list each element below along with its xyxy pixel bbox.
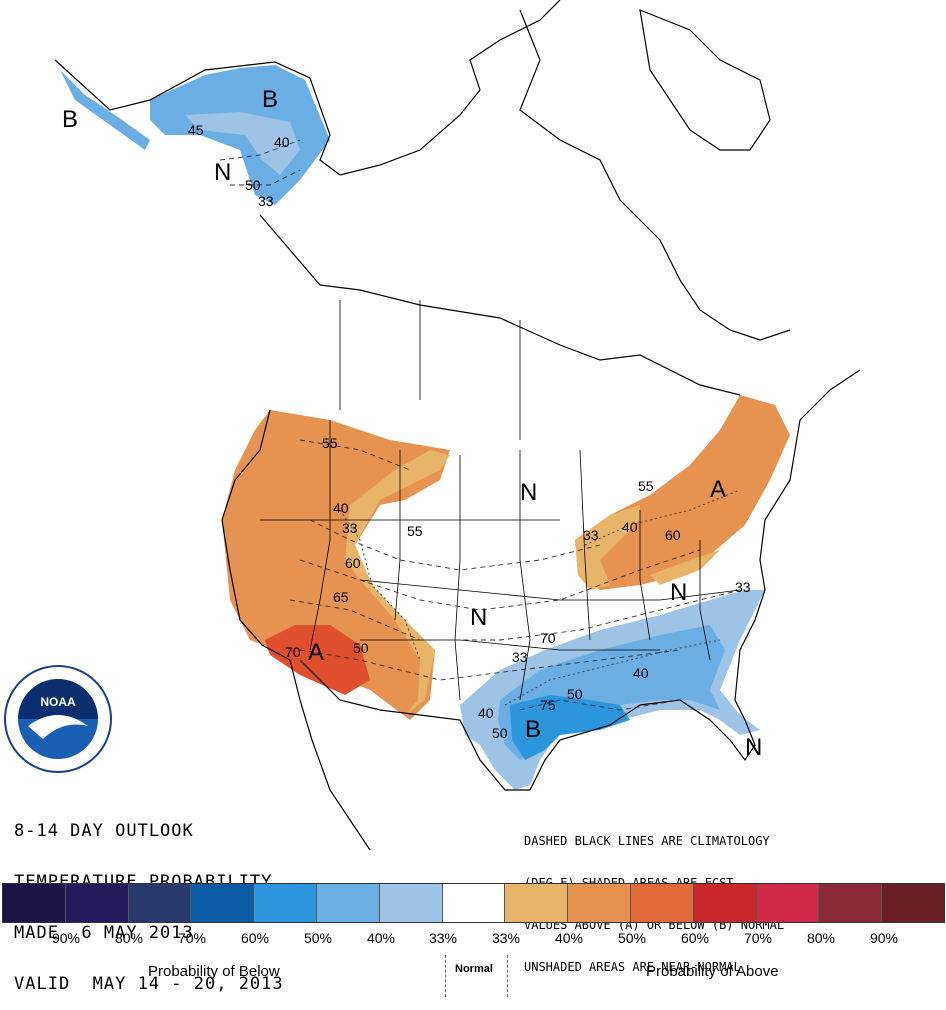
map-value: 65 <box>333 589 349 605</box>
colorbar-swatch <box>568 884 631 922</box>
percent-label: 90% <box>869 930 899 946</box>
map-value: 40 <box>333 500 349 516</box>
colorbar-swatch <box>882 884 944 922</box>
map-value: 50 <box>353 640 369 656</box>
map-letter: N <box>214 159 231 186</box>
percent-label: 60% <box>240 930 270 946</box>
colorbar-swatch <box>3 884 66 922</box>
caption-above: Probability of Above <box>646 963 779 980</box>
title-line: VALID MAY 14 - 20, 2013 <box>14 974 284 994</box>
legend-note-line: DASHED BLACK LINES ARE CLIMATOLOGY <box>524 834 770 848</box>
colorbar-swatch <box>128 884 192 922</box>
title-line: 8-14 DAY OUTLOOK <box>14 821 194 841</box>
gulf-below-50 <box>510 695 630 760</box>
map-value: 50 <box>567 686 583 702</box>
map-value: 45 <box>188 122 204 138</box>
map-value: 33 <box>342 520 358 536</box>
percent-label: 40% <box>366 930 396 946</box>
colorbar-swatch <box>442 884 506 922</box>
colorbar-swatch <box>630 884 694 922</box>
map-value: 50 <box>245 177 261 193</box>
map-value: 55 <box>322 435 338 451</box>
percent-label: 70% <box>177 930 207 946</box>
coastlines <box>54 0 861 851</box>
percent-label: 80% <box>114 930 144 946</box>
map-value: 70 <box>285 644 301 660</box>
southwest-above-core <box>265 625 370 695</box>
colorbar-swatch <box>254 884 317 922</box>
percent-label: 70% <box>743 930 773 946</box>
northeast-above-region <box>575 395 790 590</box>
map-value: 55 <box>407 523 423 539</box>
percent-label: 40% <box>554 930 584 946</box>
map-value: 55 <box>638 478 654 494</box>
caption-below: Probability of Below <box>148 963 280 980</box>
map-value: 40 <box>478 705 494 721</box>
noaa-logo-text: NOAA <box>40 695 76 709</box>
west-above-33 <box>345 450 450 715</box>
noaa-logo: NOAA <box>4 665 112 773</box>
northeast-above-33-b <box>650 550 720 585</box>
alaska-below-inner <box>185 112 300 175</box>
state-borders <box>260 300 741 701</box>
map-letter: A <box>308 639 324 666</box>
colorbar-swatch <box>819 884 883 922</box>
map-letter: A <box>710 476 726 503</box>
probability-contours <box>339 489 741 706</box>
map-value: 40 <box>633 665 649 681</box>
map-letter: B <box>62 106 78 133</box>
map-value: 33 <box>258 193 274 209</box>
colorbar-swatch <box>191 884 255 922</box>
map-letter: B <box>262 86 278 113</box>
caption-normal: Normal <box>455 963 493 975</box>
colorbar-swatch <box>505 884 569 922</box>
percent-label: 90% <box>51 930 81 946</box>
normal-divider-left <box>445 955 446 997</box>
percent-label: 33% <box>428 930 458 946</box>
map-value: 33 <box>583 527 599 543</box>
map-value: 60 <box>665 527 681 543</box>
percent-label: 50% <box>617 930 647 946</box>
map-value: 40 <box>622 519 638 535</box>
map-value: 50 <box>492 725 508 741</box>
title-line: MADE 6 MAY 2013 <box>14 923 194 943</box>
percent-label: 60% <box>680 930 710 946</box>
colorbar-swatch <box>756 884 820 922</box>
map-letter: B <box>525 716 541 743</box>
alaska-below-region <box>150 65 330 205</box>
climatology-lines <box>219 139 741 711</box>
colorbar-swatch <box>379 884 443 922</box>
colorbar-swatch <box>65 884 129 922</box>
probability-colorbar <box>2 883 945 923</box>
map-letter: N <box>470 604 487 631</box>
colorbar-swatch <box>693 884 757 922</box>
map-value: 60 <box>345 555 361 571</box>
map-value: 33 <box>735 579 751 595</box>
map-letter: N <box>745 734 762 761</box>
percent-label: 50% <box>303 930 333 946</box>
map-letter: N <box>520 479 537 506</box>
aleutian-below-region <box>55 60 150 150</box>
percent-label: 33% <box>491 930 521 946</box>
map-value: 70 <box>540 630 556 646</box>
map-value: 40 <box>274 134 290 150</box>
temperature-outlook-map: B B N A N N A B N N 45 40 50 33 55 40 33… <box>54 0 861 851</box>
map-value: 33 <box>512 649 528 665</box>
northeast-above-33 <box>575 505 640 590</box>
percent-label: 80% <box>806 930 836 946</box>
colorbar-swatch <box>316 884 380 922</box>
map-value: 75 <box>540 697 556 713</box>
map-letter: N <box>670 579 687 606</box>
legend-note-line: UNSHADED AREAS ARE NEAR-NORMAL <box>524 960 741 974</box>
normal-divider-right <box>507 955 508 997</box>
